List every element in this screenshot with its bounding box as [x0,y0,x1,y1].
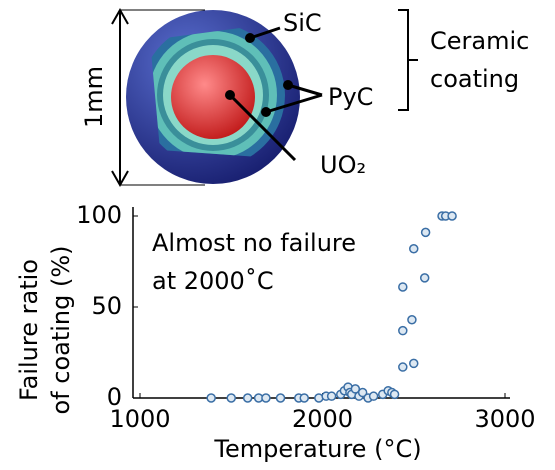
data-point [410,359,418,367]
data-point [328,392,336,400]
data-point [422,228,430,236]
annotation: Almost no failure [152,229,356,257]
data-point [227,394,235,402]
data-point [244,394,252,402]
core-label: UO₂ [320,151,366,179]
data-point [399,327,407,335]
y-axis-title: Failure ratio [15,259,43,401]
data-point [421,274,429,282]
y-tick-label: 50 [91,292,122,320]
x-axis-title: Temperature (°C) [213,435,421,463]
y-tick-label: 100 [76,201,122,229]
x-tick-label: 2000 [292,405,353,433]
data-point [410,245,418,253]
data-point [399,283,407,291]
data-point [448,212,456,220]
sic-label: SiC [283,9,322,37]
particle-diagram: 1mm SiC PyC UO₂ Ceramic coating [80,9,529,185]
figure: 1mm SiC PyC UO₂ Ceramic coating Temperat… [0,0,555,470]
data-point [370,392,378,400]
coating-label: Ceramic [430,27,529,55]
x-tick-label: 3000 [474,405,535,433]
data-point [207,394,215,402]
data-point [391,390,399,398]
data-point [408,316,416,324]
coating-label: coating [430,65,519,93]
y-axis-title: of coating (%) [47,245,75,414]
size-label: 1mm [80,66,108,128]
data-point [399,363,407,371]
pyc-label: PyC [328,83,373,111]
data-point [262,394,270,402]
annotation: at 2000˚C [152,267,274,295]
y-tick-label: 0 [107,383,122,411]
chart: Temperature (°C) Failure ratio of coatin… [15,201,536,463]
data-point [300,394,308,402]
data-point [277,394,285,402]
